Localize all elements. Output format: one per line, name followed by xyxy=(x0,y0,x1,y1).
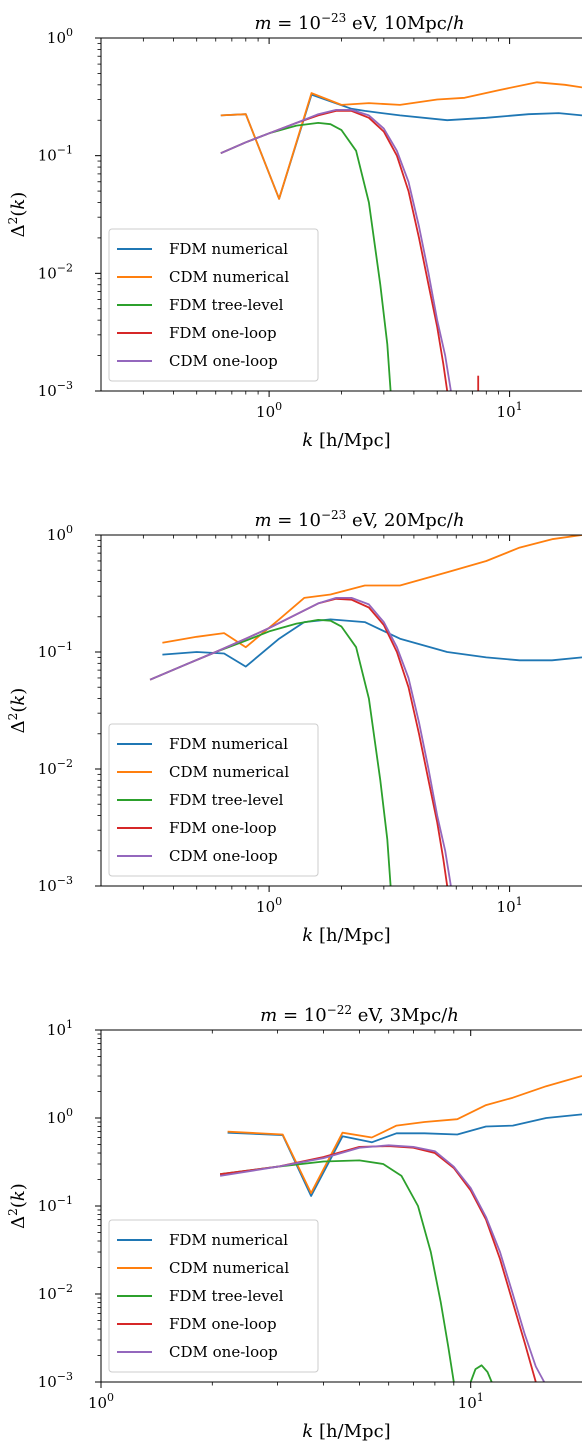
y-tick-label: 100 xyxy=(47,1106,73,1127)
x-tick-label: 100 xyxy=(256,895,282,916)
series-line-cdm-numerical xyxy=(162,535,582,649)
legend-label-cdm-numerical: CDM numerical xyxy=(169,268,289,286)
x-tick-label: 101 xyxy=(497,400,523,421)
y-tick-label: 10−3 xyxy=(38,1370,73,1391)
y-tick-label: 101 xyxy=(47,1018,73,1039)
legend: FDM numerical CDM numerical FDM tree-level… xyxy=(108,1219,319,1373)
x-tick-label: 101 xyxy=(458,1391,484,1412)
series-line-fdm-tree-level xyxy=(219,1159,455,1382)
legend-label-cdm-numerical: CDM numerical xyxy=(169,763,289,781)
y-tick-label: 10−1 xyxy=(38,144,73,165)
legend-label-fdm-one-loop: FDM one-loop xyxy=(169,1315,277,1333)
legend-label-fdm-numerical: FDM numerical xyxy=(169,1231,288,1249)
series-line-cdm-numerical xyxy=(220,81,582,200)
chart-title: m = 10−23 eV, 20Mpc/h xyxy=(254,508,464,531)
legend-label-fdm-tree-level: FDM tree-level xyxy=(169,296,284,314)
y-tick-label: 10−1 xyxy=(38,640,73,661)
chart-panel-3: 100 101 10−3 10−2 10−1 100 101 m = 10−22 eV, 3M… xyxy=(6,1003,582,1442)
y-tick-label: 10−2 xyxy=(38,261,73,282)
legend-label-cdm-one-loop: CDM one-loop xyxy=(169,1343,278,1361)
legend-box xyxy=(108,723,319,877)
y-tick-label: 10−1 xyxy=(38,1194,73,1215)
series-line-fdm-tree-level xyxy=(469,1364,493,1382)
chart-title: m = 10−22 eV, 3Mpc/h xyxy=(260,1003,459,1026)
legend-label-fdm-one-loop: FDM one-loop xyxy=(169,324,277,342)
legend-label-fdm-tree-level: FDM tree-level xyxy=(169,791,284,809)
x-axis-label: k [h/Mpc] xyxy=(302,1421,390,1442)
series-group xyxy=(219,1075,582,1382)
legend-label-fdm-numerical: FDM numerical xyxy=(169,240,288,258)
series-group xyxy=(149,535,582,886)
x-axis-label: k [h/Mpc] xyxy=(302,430,390,451)
legend-label-fdm-numerical: FDM numerical xyxy=(169,735,288,753)
series-line-fdm-numerical xyxy=(227,1113,582,1197)
chart-title: m = 10−23 eV, 10Mpc/h xyxy=(254,11,464,34)
legend: FDM numerical CDM numerical FDM tree-level… xyxy=(108,228,319,382)
x-tick-label: 100 xyxy=(256,400,282,421)
y-axis-label: Δ2(k) xyxy=(6,1183,29,1229)
y-axis-label: Δ2(k) xyxy=(6,688,29,734)
series-line-fdm-numerical xyxy=(220,93,582,200)
x-axis-label: k [h/Mpc] xyxy=(302,925,390,946)
y-axis-label: Δ2(k) xyxy=(6,192,29,238)
legend-label-cdm-one-loop: CDM one-loop xyxy=(169,352,278,370)
x-tick-label: 101 xyxy=(497,895,523,916)
legend: FDM numerical CDM numerical FDM tree-level… xyxy=(108,723,319,877)
series-line-cdm-numerical xyxy=(227,1075,582,1194)
legend-label-fdm-tree-level: FDM tree-level xyxy=(169,1287,284,1305)
legend-box xyxy=(108,228,319,382)
x-tick-label: 100 xyxy=(88,1391,114,1412)
legend-label-cdm-one-loop: CDM one-loop xyxy=(169,847,278,865)
series-line-fdm-numerical xyxy=(162,618,582,668)
y-tick-label: 100 xyxy=(47,26,73,47)
series-group xyxy=(220,81,582,391)
chart-panel-2: 100 101 10−3 10−2 10−1 100 m = 10−23 eV, 20Mpc… xyxy=(6,508,582,946)
series-line-cdm-one-loop xyxy=(220,109,452,391)
y-tick-label: 100 xyxy=(47,523,73,544)
legend-label-fdm-one-loop: FDM one-loop xyxy=(169,819,277,837)
y-tick-label: 10−2 xyxy=(38,757,73,778)
chart-panel-1: 100 101 10−3 10−2 10−1 100 m = 10−23 eV, 10Mpc… xyxy=(6,11,582,451)
y-tick-label: 10−3 xyxy=(38,379,73,400)
y-tick-label: 10−2 xyxy=(38,1282,73,1303)
y-tick-label: 10−3 xyxy=(38,874,73,895)
series-line-cdm-one-loop xyxy=(149,597,452,886)
legend-box xyxy=(108,1219,319,1373)
legend-label-cdm-numerical: CDM numerical xyxy=(169,1259,289,1277)
series-line-cdm-one-loop xyxy=(219,1144,545,1382)
series-line-fdm-one-loop xyxy=(219,1145,537,1382)
